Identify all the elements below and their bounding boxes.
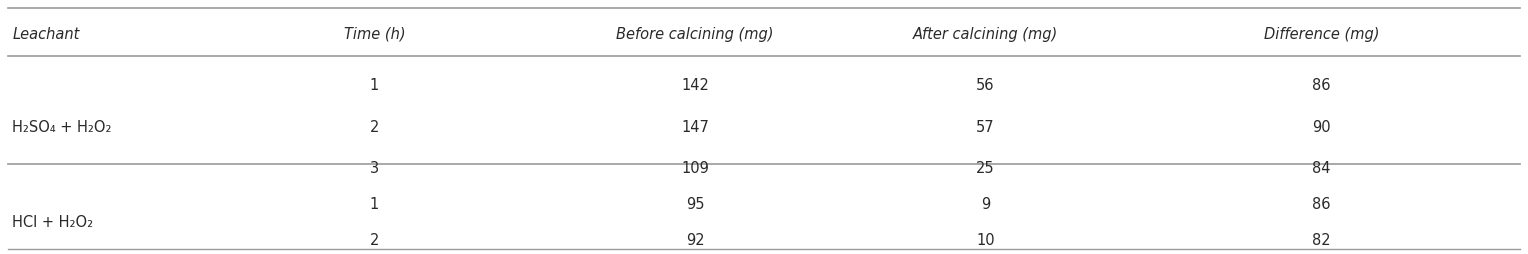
Text: 82: 82 [1313,232,1331,248]
Text: 1: 1 [370,77,379,93]
Text: 84: 84 [1313,161,1331,177]
Text: 56: 56 [976,77,995,93]
Text: 2: 2 [370,232,379,248]
Text: 1: 1 [370,197,379,212]
Text: 86: 86 [1313,77,1331,93]
Text: 3: 3 [370,161,379,177]
Text: Difference (mg): Difference (mg) [1264,27,1380,42]
Text: 10: 10 [976,232,995,248]
Text: 2: 2 [370,119,379,135]
Text: Leachant: Leachant [12,27,79,42]
Text: Before calcining (mg): Before calcining (mg) [616,27,775,42]
Text: 147: 147 [681,119,709,135]
Text: 95: 95 [686,197,704,212]
Text: 86: 86 [1313,197,1331,212]
Text: 142: 142 [681,77,709,93]
Text: H₂SO₄ + H₂O₂: H₂SO₄ + H₂O₂ [12,119,112,135]
Text: Time (h): Time (h) [344,27,405,42]
Text: 9: 9 [981,197,990,212]
Text: 92: 92 [686,232,704,248]
Text: 25: 25 [976,161,995,177]
Text: After calcining (mg): After calcining (mg) [912,27,1059,42]
Text: 57: 57 [976,119,995,135]
Text: 109: 109 [681,161,709,177]
Text: HCl + H₂O₂: HCl + H₂O₂ [12,215,93,230]
Text: 90: 90 [1313,119,1331,135]
